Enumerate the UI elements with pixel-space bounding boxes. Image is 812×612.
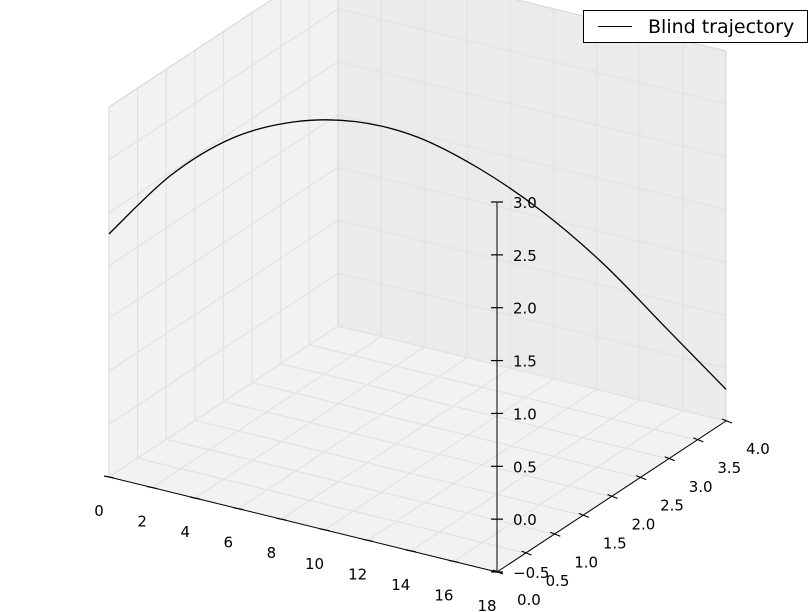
z-tick-label: 2.0 [513,300,537,318]
y-tick-label: 2.0 [632,516,656,534]
grid-line-z-back [337,325,727,422]
y-tick-mark [550,531,561,537]
z-tick-label: 2.5 [513,247,537,265]
pane-edge-top-left [108,0,273,108]
y-tick-label: 1.0 [574,553,598,571]
legend-label: Blind trajectory [648,15,795,38]
z-tick-label: 0.5 [513,458,537,476]
x-tick-label: 4 [180,523,190,541]
legend: Blind trajectory [583,10,808,43]
x-tick-mark [448,559,460,564]
grid-line-z-left [108,325,339,478]
grid-line-z-back [337,272,727,369]
y-tick-mark [607,493,618,500]
x-tick-label: 12 [348,565,367,583]
x-tick-label: 6 [224,534,234,552]
y-tick-label: 1.5 [603,534,627,552]
z-tick-label: 1.0 [513,405,537,423]
grid-line-y-floor [166,438,555,535]
x-tick-label: 16 [434,586,453,604]
y-tick-mark [721,418,733,424]
grid-line-z-left [108,61,339,214]
z-tick-label: 3.0 [513,194,537,212]
grid-line-z-left [108,219,339,372]
grid-line-z-left [108,272,339,425]
y-tick-label: 3.0 [689,478,713,496]
x-tick-label: 2 [137,513,147,531]
x-tick-mark [233,507,244,511]
x-tick-label: 10 [305,555,324,573]
grid-line-y-floor [280,363,669,460]
grid-line-z-back [337,113,727,211]
grid-line-y-floor [251,382,641,479]
grid-line-z-back [337,219,727,316]
y-tick-mark [635,475,647,481]
x-tick-label: 0 [94,502,104,520]
grid-line-y-floor [194,419,584,516]
series-lines [108,119,727,390]
z-tick-label: −0.5 [513,564,549,582]
grid-lines [108,0,727,573]
grid-line-y-floor [223,400,612,498]
z-tick-label: 1.5 [513,353,537,371]
x-tick-mark [190,496,201,500]
x-tick-mark [276,517,287,521]
x-tick-mark [319,528,330,532]
y-tick-label: 2.5 [660,497,684,515]
x-tick-label: 18 [477,597,496,612]
x-tick-label: 8 [267,544,277,562]
x-tick-mark [146,485,158,490]
y-tick-mark [693,437,704,443]
x-axis-line [108,476,498,573]
x-tick-mark [362,538,373,542]
y-tick-label: 4.0 [746,440,770,458]
grid-line-y-floor [137,457,526,554]
grid-line-z-back [337,166,727,264]
y-tick-label: 3.5 [717,459,741,477]
z-tick-label: 0.0 [513,511,537,529]
x-tick-mark [405,549,416,553]
series-line-blind-trajectory [108,119,727,390]
grid-line-z-back [337,61,727,158]
grid-line-z-left [108,114,339,267]
legend-line-swatch [598,26,632,27]
y-tick-mark [578,512,590,518]
tick-marks [103,201,733,575]
back-pane [338,0,726,421]
y-tick-label: 0.5 [546,572,570,590]
grid-line-z-back [337,8,727,105]
axes-panes [109,0,726,572]
y-tick-mark [521,550,532,556]
y-tick-mark [664,456,675,462]
grid-line-y-floor [309,344,698,441]
y-tick-label: 0.0 [517,591,541,609]
grid-line-z-left [108,8,339,161]
x-tick-label: 14 [391,576,410,594]
grid-line-z-left [108,166,339,319]
x-tick-mark [103,475,115,479]
